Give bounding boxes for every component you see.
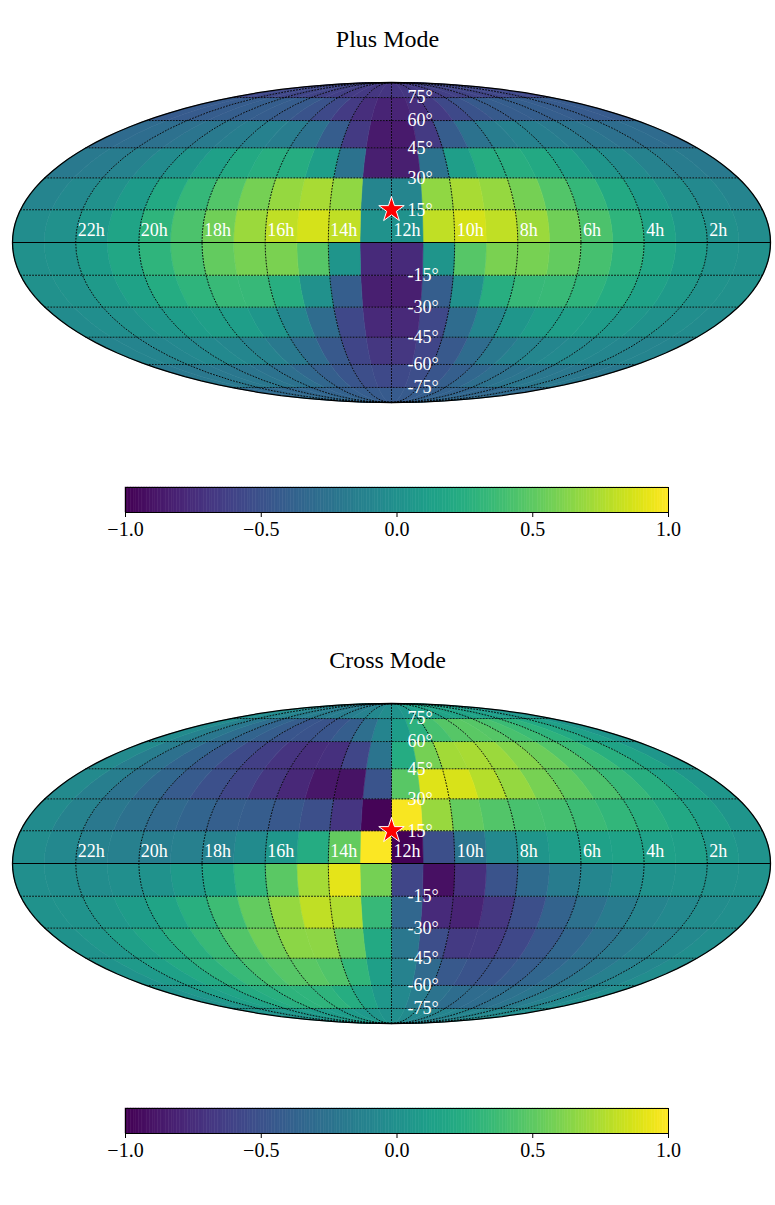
svg-text:22h: 22h [78, 220, 105, 240]
svg-text:14h: 14h [330, 220, 357, 240]
svg-text:2h: 2h [709, 841, 727, 861]
svg-text:60°: 60° [408, 731, 433, 751]
svg-text:12h: 12h [394, 220, 421, 240]
svg-text:8h: 8h [520, 220, 538, 240]
svg-text:0.5: 0.5 [520, 518, 545, 540]
svg-text:-15°: -15° [408, 265, 439, 285]
svg-text:-75°: -75° [408, 998, 439, 1018]
svg-text:12h: 12h [394, 841, 421, 861]
svg-text:15°: 15° [408, 200, 433, 220]
svg-text:45°: 45° [408, 759, 433, 779]
svg-text:18h: 18h [204, 841, 231, 861]
svg-text:45°: 45° [408, 138, 433, 158]
svg-text:2h: 2h [709, 220, 727, 240]
svg-text:-75°: -75° [408, 377, 439, 397]
svg-text:22h: 22h [78, 841, 105, 861]
svg-text:4h: 4h [646, 841, 664, 861]
svg-text:1.0: 1.0 [656, 518, 681, 540]
svg-text:8h: 8h [520, 841, 538, 861]
svg-text:6h: 6h [583, 220, 601, 240]
svg-text:14h: 14h [330, 841, 357, 861]
svg-text:30°: 30° [408, 168, 433, 188]
svg-text:-60°: -60° [408, 975, 439, 995]
svg-text:18h: 18h [204, 220, 231, 240]
svg-text:60°: 60° [408, 110, 433, 130]
svg-text:-45°: -45° [408, 948, 439, 968]
svg-text:-45°: -45° [408, 327, 439, 347]
svg-text:−1.0: −1.0 [107, 518, 143, 540]
svg-text:30°: 30° [408, 789, 433, 809]
svg-text:15°: 15° [408, 821, 433, 841]
svg-text:−0.5: −0.5 [243, 1139, 279, 1161]
svg-text:16h: 16h [267, 220, 294, 240]
svg-text:75°: 75° [408, 708, 433, 728]
svg-text:0.0: 0.0 [385, 518, 410, 540]
svg-text:16h: 16h [267, 841, 294, 861]
svg-text:-60°: -60° [408, 354, 439, 374]
svg-text:−0.5: −0.5 [243, 518, 279, 540]
svg-text:20h: 20h [141, 220, 168, 240]
svg-text:−1.0: −1.0 [107, 1139, 143, 1161]
svg-text:-30°: -30° [408, 297, 439, 317]
html-text:Plus Mode: Plus Mode [335, 26, 440, 52]
svg-text:10h: 10h [457, 841, 484, 861]
svg-text:10h: 10h [457, 220, 484, 240]
svg-text:1.0: 1.0 [656, 1139, 681, 1161]
svg-text:-30°: -30° [408, 918, 439, 938]
html-text:Cross Mode: Cross Mode [329, 647, 446, 673]
svg-text:-15°: -15° [408, 886, 439, 906]
svg-text:75°: 75° [408, 87, 433, 107]
svg-text:0.5: 0.5 [520, 1139, 545, 1161]
svg-text:6h: 6h [583, 841, 601, 861]
svg-text:20h: 20h [141, 841, 168, 861]
svg-text:0.0: 0.0 [385, 1139, 410, 1161]
svg-text:4h: 4h [646, 220, 664, 240]
